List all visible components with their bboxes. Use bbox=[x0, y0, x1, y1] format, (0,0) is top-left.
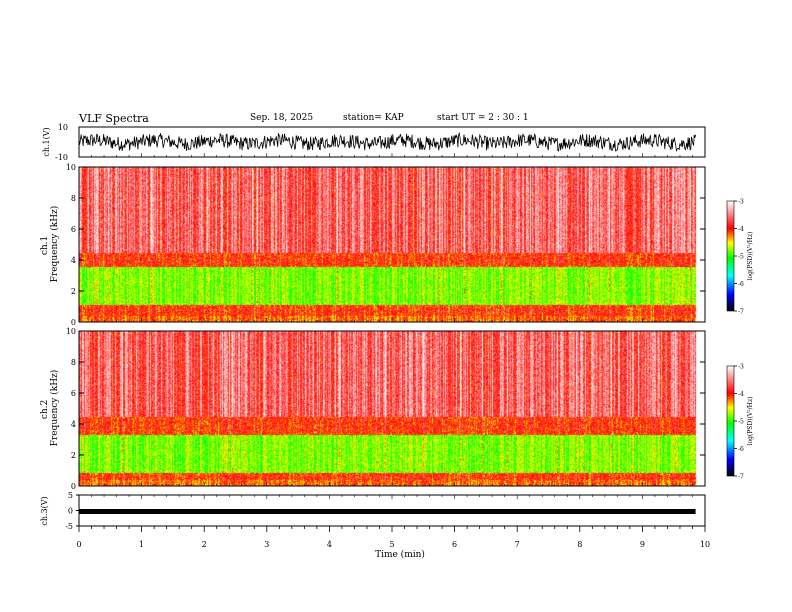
ch2-spec-ytick-label: 8 bbox=[71, 358, 76, 367]
ch1-colorbar-label: log(PSD)(V²/Hz) bbox=[747, 232, 754, 281]
x-tick-label: 3 bbox=[264, 540, 269, 549]
ch2-spec-ytick-label: 2 bbox=[71, 451, 76, 460]
x-tick-label: 6 bbox=[452, 540, 457, 549]
ch1-waveform-trace bbox=[78, 131, 696, 152]
ch2-spec-ytick-label: 6 bbox=[71, 389, 76, 398]
x-tick-label: 2 bbox=[202, 540, 207, 549]
ch2-spec-ylabel-line1: ch.2 bbox=[40, 400, 50, 419]
ch1-spec-ylabel-line2: Frequency (kHz) bbox=[49, 206, 60, 283]
ch1-colorbar-tick-label: -7 bbox=[738, 309, 744, 316]
ch2-colorbar bbox=[726, 365, 735, 477]
ch2-colorbar-tick-label: -5 bbox=[738, 419, 744, 426]
ch1-spec-ytick-label: 0 bbox=[71, 318, 76, 327]
station-label: station= KAP bbox=[343, 113, 404, 123]
x-tick-label: 1 bbox=[139, 540, 144, 549]
ch3-waveform-trace bbox=[79, 509, 696, 514]
ch3-ytick-label: 0 bbox=[68, 507, 73, 516]
x-axis-label: Time (min) bbox=[375, 549, 425, 560]
ch1-ytick-top: 10 bbox=[58, 123, 68, 132]
ch2-colorbar-label: log(PSD)(V²/Hz) bbox=[747, 397, 754, 446]
x-tick-label: 9 bbox=[640, 540, 645, 549]
ch3-ytick-label: -5 bbox=[65, 522, 73, 531]
ch2-channel-label: ch.2 Frequency (kHz) bbox=[40, 370, 60, 447]
ch2-spec-ytick-label: 0 bbox=[71, 482, 76, 491]
start-time-label: start UT = 2 : 30 : 1 bbox=[437, 113, 529, 123]
date-label: Sep. 18, 2025 bbox=[250, 113, 314, 123]
ch2-colorbar-tick-label: -6 bbox=[738, 446, 744, 453]
ch1-spec-ytick-label: 2 bbox=[71, 287, 76, 296]
ch1-spec-ylabel-line1: ch.1 bbox=[40, 236, 50, 255]
ch2-spectrogram-image bbox=[79, 331, 705, 486]
ch1-colorbar bbox=[726, 200, 735, 312]
ch3-waveform-ylabel: ch.3(V) bbox=[40, 496, 49, 525]
ch2-spec-ylabel-line2: Frequency (kHz) bbox=[49, 370, 60, 447]
x-tick-label: 0 bbox=[76, 540, 81, 549]
ch1-colorbar-tick-label: -5 bbox=[738, 254, 744, 261]
ch2-colorbar-tick-label: -3 bbox=[738, 364, 744, 371]
x-tick-label: 4 bbox=[327, 540, 332, 549]
x-tick-label: 8 bbox=[577, 540, 582, 549]
ch3-waveform-panel: 50-5 ch.3(V) 0 1 2 3 4 5 6 7 8 9 10 Time (min) bbox=[40, 153, 710, 560]
ch2-spec-ytick-label: 4 bbox=[71, 420, 76, 429]
figure-title: VLF Spectra bbox=[79, 112, 149, 125]
x-tick-label: 5 bbox=[389, 540, 394, 549]
ch1-colorbar-tick-label: -6 bbox=[738, 281, 744, 288]
ch2-colorbar-tick-label: -7 bbox=[738, 474, 744, 481]
ch1-spec-ytick-label: 4 bbox=[71, 256, 76, 265]
ch1-colorbar-tick-label: -3 bbox=[738, 199, 744, 206]
ch1-waveform-ylabel: ch.1(V) bbox=[42, 127, 51, 156]
x-tick-label: 10 bbox=[700, 540, 710, 549]
x-tick-label: 7 bbox=[515, 540, 520, 549]
ch1-channel-label: ch.1 Frequency (kHz) bbox=[40, 206, 60, 283]
ch1-colorbar-tick-label: -4 bbox=[738, 226, 744, 233]
ch2-spec-ytick-label: 10 bbox=[66, 327, 76, 336]
ch1-spec-ytick-label: 10 bbox=[66, 163, 76, 172]
ch3-ytick-label: 5 bbox=[68, 491, 73, 500]
ch1-spectrogram-image bbox=[79, 167, 705, 322]
ch1-ytick-bottom: -10 bbox=[55, 153, 68, 162]
ch1-spec-ytick-label: 8 bbox=[71, 194, 76, 203]
ch1-spec-ytick-label: 6 bbox=[71, 225, 76, 234]
ch2-colorbar-tick-label: -4 bbox=[738, 391, 744, 398]
